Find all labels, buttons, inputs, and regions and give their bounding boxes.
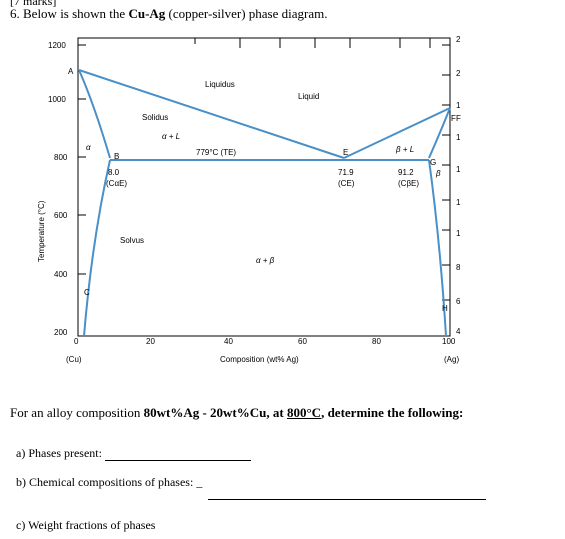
question-a: a) Phases present:: [16, 446, 251, 461]
right-tick-label-1: 2: [456, 35, 461, 44]
prompt-prefix: For an alloy composition: [10, 405, 141, 420]
question-b-dash: _: [196, 475, 203, 489]
x-tick-40: 40: [224, 337, 233, 346]
right-tick-label-7: 1: [456, 198, 461, 207]
question-b: b) Chemical compositions of phases: _: [16, 475, 202, 490]
label-e-sub: (CE): [338, 179, 355, 188]
prompt-alloy: 80wt%Ag - 20wt%Cu,: [143, 405, 270, 420]
label-alpha-beta: α + β: [256, 256, 275, 265]
right-tick-label-9: 8: [456, 263, 461, 272]
label-alpha: α: [86, 143, 91, 152]
phase-diagram: A B C E F G H Liquidus Liquid Solidus So…: [37, 35, 461, 364]
x-end-right: (Ag): [444, 355, 459, 364]
y-tick-1200: 1200: [48, 41, 66, 50]
cut-header-text: [7 marks]: [10, 0, 57, 8]
x-tick-100: 100: [442, 337, 456, 346]
right-tick-label-3: 1: [456, 101, 461, 110]
label-beta-L: β + L: [395, 145, 414, 154]
right-tick-label-10: 6: [456, 297, 461, 306]
right-tick-label-5: 1: [456, 133, 461, 142]
label-F: F: [451, 114, 456, 123]
label-e-comp: 71.9: [338, 168, 354, 177]
label-b-comp: 8.0: [108, 168, 120, 177]
x-tick-20: 20: [146, 337, 155, 346]
liquidus-left-line: [78, 69, 345, 159]
label-g-sub: (CβE): [398, 179, 419, 188]
y-axis-label: Temperature (°C): [37, 200, 46, 262]
label-H: H: [442, 304, 448, 313]
prompt-at: at: [272, 405, 284, 420]
label-g-comp: 91.2: [398, 168, 414, 177]
question-c-text: c) Weight fractions of phases: [16, 518, 156, 532]
label-solvus: Solvus: [120, 236, 144, 245]
y-tick-800: 800: [54, 153, 68, 162]
heading-text-before: Below is shown the: [23, 6, 126, 21]
right-tick-label-6: 1: [456, 165, 461, 174]
label-G: G: [430, 158, 436, 167]
label-B: B: [114, 152, 119, 161]
question-c: c) Weight fractions of phases: [16, 518, 155, 533]
right-ticks: [442, 44, 450, 301]
x-tick-0: 0: [74, 337, 79, 346]
left-ticks: [78, 44, 86, 275]
label-C: C: [84, 288, 90, 297]
y-tick-1000: 1000: [48, 95, 66, 104]
solidus-right-line: [428, 107, 451, 159]
right-tick-label-2: 2: [456, 69, 461, 78]
y-tick-200: 200: [54, 328, 68, 337]
x-tick-60: 60: [298, 337, 307, 346]
x-end-left: (Cu): [66, 355, 82, 364]
label-liquid: Liquid: [298, 92, 319, 101]
question-heading: 6. Below is shown the Cu-Ag (copper-silv…: [10, 6, 327, 22]
label-eutectic: 779°C (TE): [196, 148, 236, 157]
solidus-left-line: [78, 69, 111, 159]
question-a-text: a) Phases present:: [16, 446, 102, 460]
x-axis-label: Composition (wt% Ag): [220, 355, 299, 364]
liquidus-right-line: [343, 107, 451, 159]
prompt-temperature: 800°C: [286, 405, 322, 420]
label-solidus: Solidus: [142, 113, 168, 122]
heading-system: Cu-Ag: [128, 6, 166, 21]
right-tick-label-11: 4: [456, 327, 461, 336]
label-beta: β: [435, 169, 441, 178]
answer-a-blank[interactable]: [104, 460, 251, 461]
label-alpha-L: α + L: [162, 132, 180, 141]
y-tick-400: 400: [54, 270, 68, 279]
question-b-text: b) Chemical compositions of phases:: [16, 475, 194, 489]
question-prompt: For an alloy composition 80wt%Ag - 20wt%…: [10, 405, 463, 421]
phase-boundaries: [78, 69, 451, 337]
right-tick-label-8: 1: [456, 229, 461, 238]
label-liquidus: Liquidus: [205, 80, 235, 89]
right-tick-label-4: F: [456, 114, 461, 123]
label-E: E: [343, 148, 348, 157]
prompt-suffix: , determine the following:: [321, 405, 464, 420]
solvus-right-line: [428, 159, 447, 337]
question-number: 6.: [10, 6, 20, 21]
solvus-left-line: [83, 159, 111, 337]
answer-b-blank[interactable]: [208, 499, 486, 500]
y-tick-600: 600: [54, 211, 68, 220]
x-tick-80: 80: [372, 337, 381, 346]
label-b-sub: (CαE): [106, 179, 127, 188]
label-A: A: [68, 67, 74, 76]
heading-text-after: (copper-silver) phase diagram.: [168, 6, 328, 21]
top-ticks: [194, 38, 431, 48]
plot-frame: [77, 37, 451, 337]
